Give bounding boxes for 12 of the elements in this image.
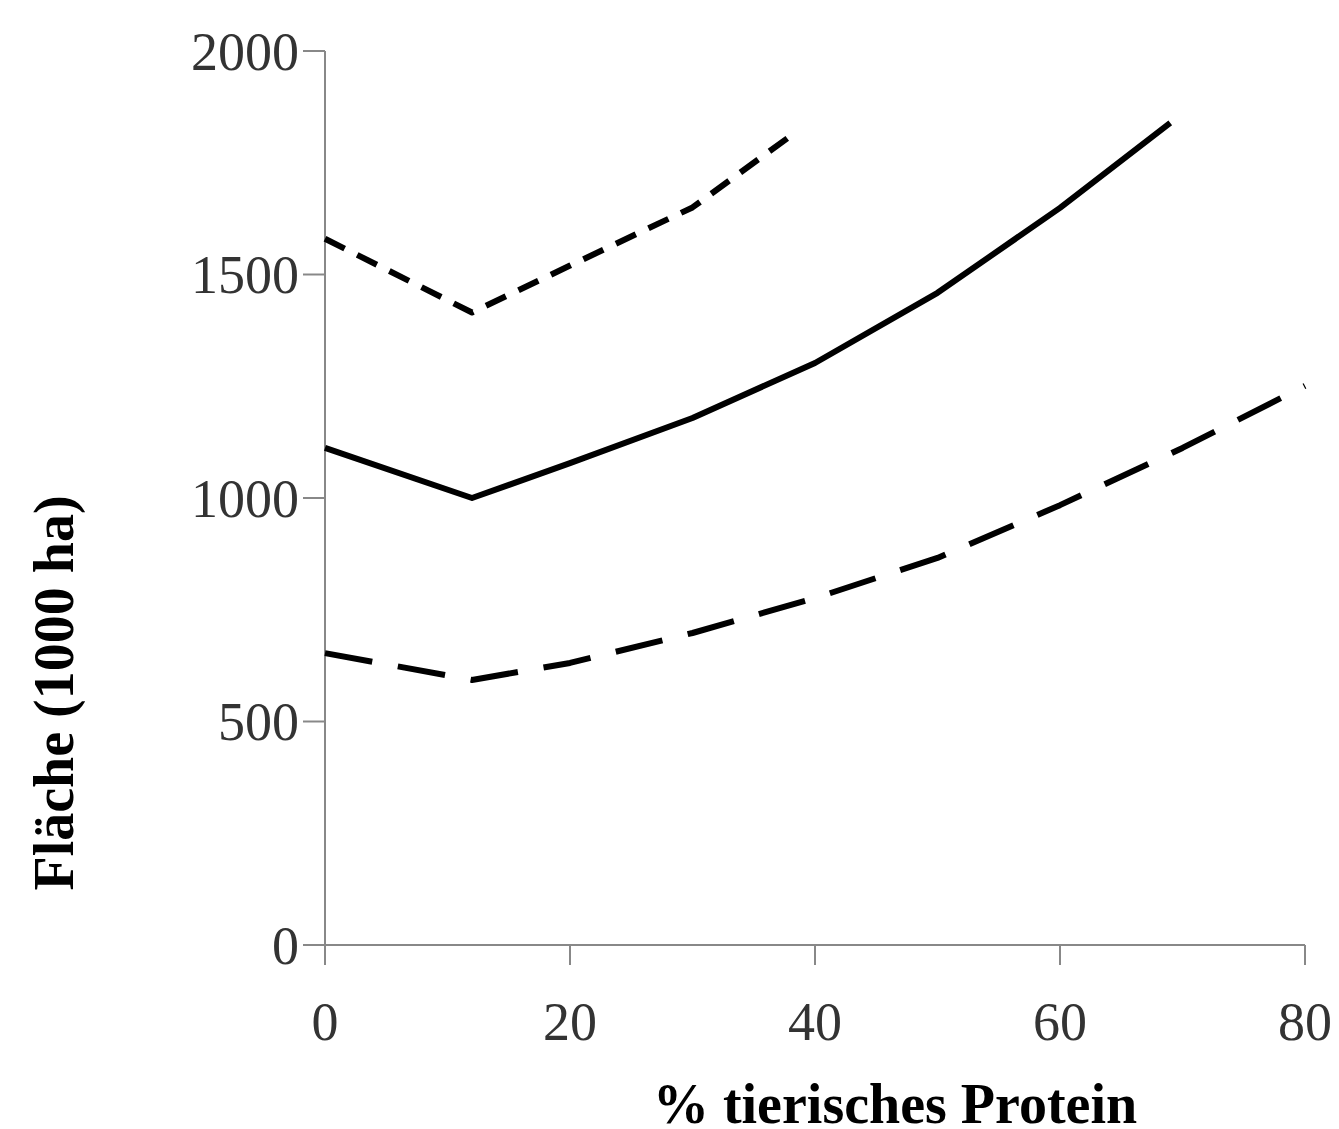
y-tick-label: 2000 (191, 21, 299, 82)
y-tick-label: 1000 (191, 468, 299, 529)
y-tick-label: 0 (272, 915, 299, 976)
x-tick-label: 0 (311, 992, 339, 1052)
x-tick-label: 40 (788, 992, 842, 1052)
x-tick-label: 80 (1278, 992, 1332, 1052)
y-axis-title: Fläche (1000 ha) (23, 495, 86, 891)
y-tick-label: 500 (218, 692, 299, 753)
y-tick-label: 1500 (191, 245, 299, 306)
x-tick-label: 20 (543, 992, 597, 1052)
x-tick-label: 60 (1033, 992, 1087, 1052)
x-axis-title: % tierisches Protein (652, 1073, 1138, 1129)
